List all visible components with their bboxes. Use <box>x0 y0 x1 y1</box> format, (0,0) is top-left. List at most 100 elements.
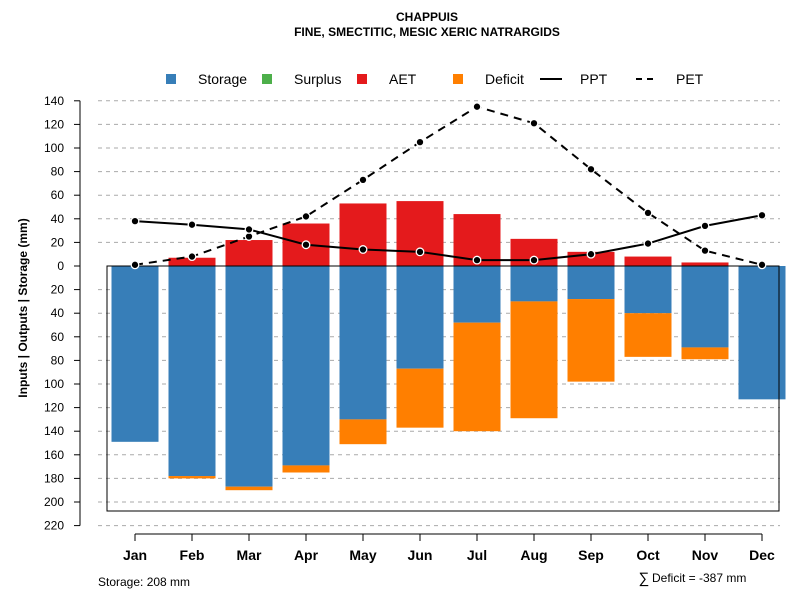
lines <box>130 102 767 270</box>
legend-label: Storage <box>198 71 247 87</box>
chart-subtitle: FINE, SMECTITIC, MESIC XERIC NATRARGIDS <box>294 25 560 39</box>
legend-label: Deficit <box>485 71 524 87</box>
storage-bar <box>339 266 387 420</box>
deficit-bar <box>339 419 387 445</box>
storage-bar <box>738 266 786 400</box>
legend-swatch <box>453 74 463 84</box>
x-axis: Jan Feb Mar Apr May Jun Jul Aug Sep Oct Nov Dec <box>123 533 775 563</box>
storage-bar <box>567 266 615 300</box>
storage-bar <box>681 266 729 348</box>
x-tick-label: Feb <box>180 547 205 563</box>
x-tick-label: May <box>349 547 376 563</box>
pet-point <box>130 260 140 270</box>
ppt-point <box>244 224 254 234</box>
y-tick-label: 120 <box>44 117 64 131</box>
deficit-sum-symbol: ∑ <box>639 570 650 587</box>
y-tick-label: 100 <box>44 377 64 391</box>
pet-point <box>757 260 767 270</box>
deficit-bar <box>453 322 501 432</box>
storage-bar <box>624 266 672 314</box>
aet-bar <box>225 240 273 266</box>
storage-bar <box>225 266 273 487</box>
ppt-point <box>301 240 311 250</box>
storage-bar <box>510 266 558 302</box>
deficit-bar <box>396 368 444 428</box>
legend-label: PPT <box>580 71 608 87</box>
y-tick-label: 120 <box>44 401 64 415</box>
deficit-bar <box>681 347 729 360</box>
y-tick-label: 20 <box>51 283 65 297</box>
y-tick-label: 200 <box>44 495 64 509</box>
ppt-point <box>187 220 197 230</box>
storage-bar <box>453 266 501 323</box>
ppt-point <box>529 255 539 265</box>
pet-point <box>187 252 197 262</box>
x-tick-label: Oct <box>636 547 660 563</box>
y-axis: 1401201008060402002040608010012014016018… <box>44 94 81 533</box>
y-tick-label: 40 <box>51 306 65 320</box>
ppt-point <box>472 255 482 265</box>
y-tick-label: 140 <box>44 424 64 438</box>
aet-bar <box>339 203 387 266</box>
y-tick-label: 100 <box>44 141 64 155</box>
ppt-point <box>700 221 710 231</box>
aet-bar <box>681 262 729 266</box>
legend-swatch <box>262 74 272 84</box>
storage-bar <box>168 266 216 477</box>
pet-point <box>700 246 710 256</box>
x-tick-label: Jan <box>123 547 147 563</box>
pet-point <box>643 208 653 218</box>
pet-point <box>529 118 539 128</box>
y-tick-label: 60 <box>51 188 65 202</box>
ppt-point <box>415 247 425 257</box>
deficit-bar <box>510 301 558 419</box>
bars <box>111 201 786 491</box>
deficit-bar <box>624 313 672 357</box>
pet-point <box>415 137 425 147</box>
y-axis-label: Inputs | Outputs | Storage (mm) <box>16 218 30 397</box>
pet-point <box>358 175 368 185</box>
ppt-point <box>358 245 368 254</box>
x-tick-label: Jul <box>467 547 487 563</box>
pet-point <box>472 102 482 112</box>
ppt-point <box>643 239 653 249</box>
y-tick-label: 0 <box>57 259 64 273</box>
legend-label: PET <box>676 71 704 87</box>
deficit-bar <box>282 465 330 473</box>
ppt-line <box>134 214 763 262</box>
pet-point <box>301 211 311 221</box>
y-tick-label: 160 <box>44 448 64 462</box>
x-tick-label: Dec <box>749 547 775 563</box>
aet-bar <box>168 257 216 266</box>
y-tick-label: 20 <box>51 235 65 249</box>
legend: Storage Surplus AET Deficit PPT PET <box>166 71 704 87</box>
ppt-point <box>586 249 596 259</box>
x-tick-label: Apr <box>294 547 319 563</box>
y-tick-label: 220 <box>44 519 64 533</box>
y-tick-label: 80 <box>51 353 65 367</box>
deficit-bar <box>225 486 273 491</box>
aet-bar <box>624 256 672 266</box>
x-tick-label: Nov <box>692 547 719 563</box>
deficit-bar <box>567 299 615 382</box>
y-tick-label: 60 <box>51 330 65 344</box>
legend-label: AET <box>389 71 417 87</box>
storage-bar <box>111 266 159 442</box>
y-tick-label: 40 <box>51 212 65 226</box>
x-tick-label: Aug <box>520 547 547 563</box>
storage-note: Storage: 208 mm <box>98 575 190 589</box>
legend-swatch <box>357 74 367 84</box>
ppt-point <box>757 210 767 220</box>
y-tick-label: 80 <box>51 165 65 179</box>
ppt-point <box>130 216 140 226</box>
deficit-bar <box>168 476 216 479</box>
x-tick-label: Mar <box>237 547 262 563</box>
x-tick-label: Jun <box>408 547 433 563</box>
storage-bar <box>282 266 330 466</box>
storage-bar <box>396 266 444 369</box>
y-tick-label: 140 <box>44 94 64 108</box>
chart-title: CHAPPUIS <box>396 10 458 24</box>
x-tick-label: Sep <box>578 547 604 563</box>
pet-point <box>586 164 596 174</box>
